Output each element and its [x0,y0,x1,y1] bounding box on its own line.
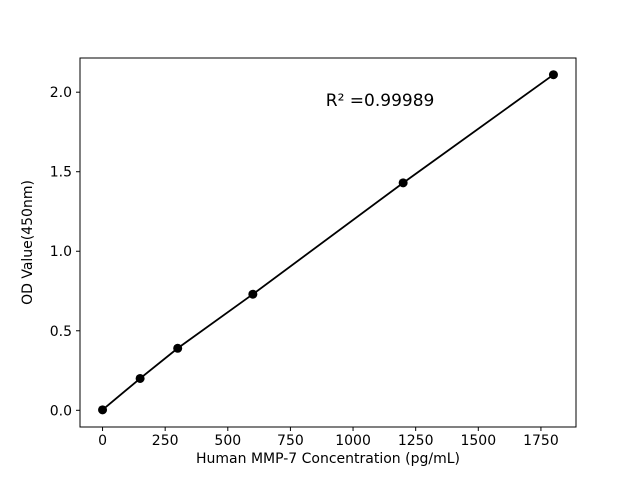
x-tick-label: 1000 [335,433,371,449]
data-point [248,289,258,299]
y-tick-label: 0.5 [50,324,72,340]
y-tick-label: 1.5 [50,165,72,181]
x-axis-label: Human MMP-7 Concentration (pg/mL) [196,451,460,467]
r-squared-annotation: R² =0.99989 [326,91,435,111]
data-point [135,373,145,383]
y-axis-label: OD Value(450nm) [20,180,36,305]
x-tick-label: 0 [98,433,107,449]
y-tick-label: 1.0 [50,244,72,260]
x-tick-label: 250 [152,433,179,449]
data-point [398,178,408,188]
x-tick-label: 1250 [398,433,434,449]
data-point [98,405,108,415]
x-tick-label: 500 [214,433,241,449]
data-point [548,70,558,80]
data-line [101,73,555,411]
y-tick-label: 0.0 [50,403,72,419]
x-tick-label: 1750 [523,433,559,449]
x-tick-label: 750 [277,433,304,449]
x-tick-label: 1500 [460,433,496,449]
y-tick-label: 2.0 [50,85,72,101]
data-point [173,343,183,353]
plot-frame [79,57,577,428]
